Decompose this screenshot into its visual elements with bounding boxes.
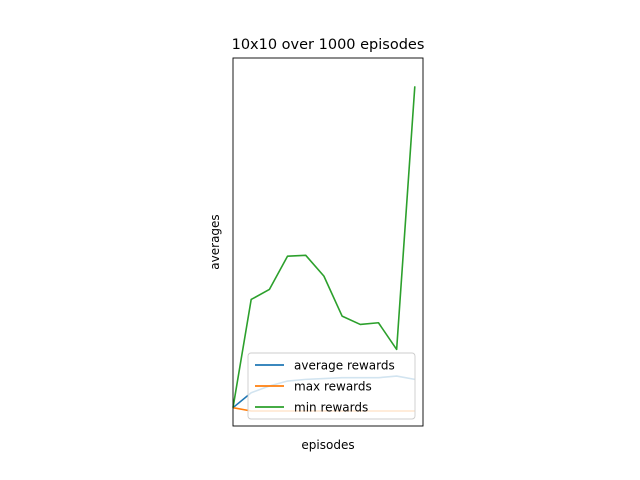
legend-label-max-rewards: max rewards <box>294 380 372 394</box>
legend-box <box>247 352 416 420</box>
series-line-min-rewards <box>232 86 416 408</box>
y-axis-label: averages <box>208 214 222 269</box>
plot-frame <box>232 57 424 427</box>
x-axis-label: episodes <box>301 438 354 452</box>
chart-title: 10x10 over 1000 episodes <box>232 37 425 53</box>
legend: average rewards max rewards min rewards <box>247 352 416 420</box>
legend-label-average-rewards: average rewards <box>294 359 395 373</box>
legend-label-min-rewards: min rewards <box>294 401 368 415</box>
